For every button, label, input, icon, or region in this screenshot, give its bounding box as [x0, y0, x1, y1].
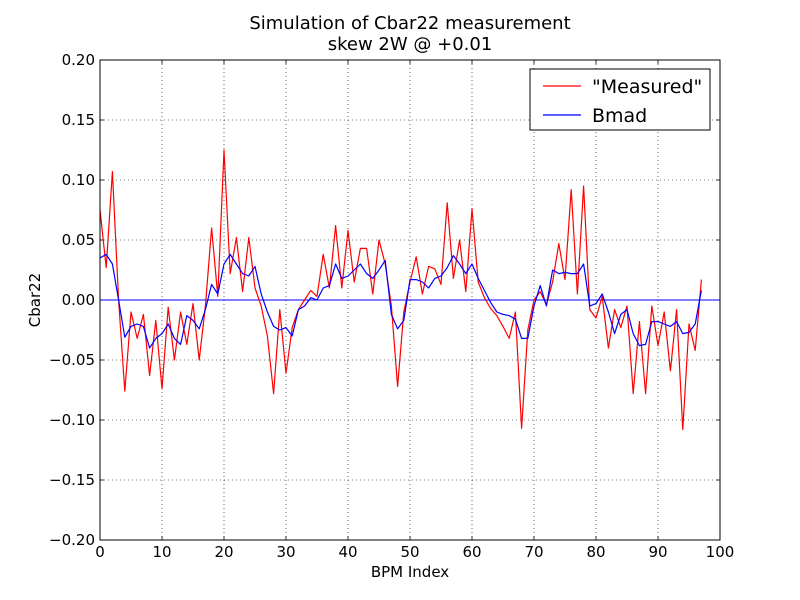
y-tick-label: 0.20 [62, 51, 95, 69]
legend: "Measured" Bmad [529, 68, 711, 131]
x-tick-label: 60 [462, 543, 481, 561]
x-tick-label: 0 [95, 543, 105, 561]
y-axis-label: Cbar22 [26, 273, 44, 327]
legend-label-measured: "Measured" [592, 76, 702, 98]
x-tick-label: 70 [524, 543, 543, 561]
x-tick-label: 10 [152, 543, 171, 561]
y-tick-label: −0.10 [49, 411, 95, 429]
chart-title: Simulation of Cbar22 measurement [249, 13, 570, 34]
x-tick-label: 50 [400, 543, 419, 561]
x-tick-label: 100 [706, 543, 735, 561]
plot-frame [99, 59, 721, 541]
y-tick-label: 0.00 [62, 291, 95, 309]
axis-ticks: 0 10 20 30 40 50 60 70 80 90 100 0.20 0.15 0.10 0.05 0.… [49, 51, 734, 561]
series-layer [100, 149, 720, 431]
y-tick-label: 0.15 [62, 111, 95, 129]
chart-subtitle: skew 2W @ +0.01 [328, 34, 493, 55]
x-tick-label: 80 [586, 543, 605, 561]
y-tick-label: −0.05 [49, 351, 95, 369]
series-line-measured [100, 149, 702, 431]
x-tick-label: 30 [276, 543, 295, 561]
x-axis-label: BPM Index [371, 563, 449, 581]
y-tick-label: 0.05 [62, 231, 95, 249]
x-tick-label: 90 [648, 543, 667, 561]
legend-label-bmad: Bmad [592, 105, 647, 127]
y-tick-label: 0.10 [62, 171, 95, 189]
y-tick-label: −0.20 [49, 531, 95, 549]
y-tick-label: −0.15 [49, 471, 95, 489]
legend-box [529, 68, 711, 131]
series-line-bmad [100, 253, 702, 349]
x-tick-label: 40 [338, 543, 357, 561]
x-tick-label: 20 [214, 543, 233, 561]
